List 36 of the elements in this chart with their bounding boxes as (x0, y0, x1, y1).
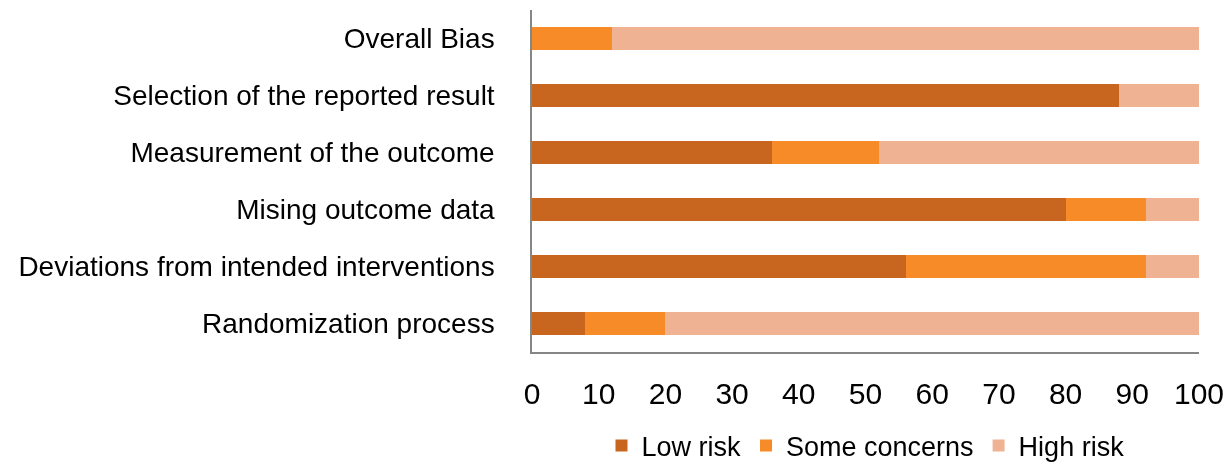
legend-label: Low risk (641, 432, 742, 463)
x-tick-label: 40 (782, 376, 816, 410)
bar (612, 27, 1199, 50)
bar (532, 27, 613, 50)
x-tick-label: 30 (715, 376, 749, 410)
bar (532, 141, 773, 164)
x-tick-label: 0 (523, 376, 541, 410)
x-tick-label: 60 (915, 376, 949, 410)
x-tick-label: 50 (848, 376, 883, 410)
bar (1118, 84, 1199, 107)
bar (1145, 198, 1199, 221)
y-tick-label: Selection of the reported result (113, 80, 495, 112)
bar (1145, 255, 1199, 278)
legend-label: Some concerns (786, 432, 974, 463)
bar (585, 312, 666, 335)
bar (905, 255, 1146, 278)
y-tick-label: Randomization process (202, 308, 495, 340)
bar (532, 255, 906, 278)
bar (878, 141, 1199, 164)
y-tick-label: Overall Bias (343, 23, 495, 55)
bar (532, 312, 586, 335)
bar (532, 84, 1119, 107)
legend-label: High risk (1018, 432, 1125, 463)
x-tick-label: 80 (1048, 376, 1083, 410)
x-tick-label: 90 (1115, 376, 1149, 410)
bar (532, 198, 1066, 221)
bar (1065, 198, 1146, 221)
x-tick-label: 20 (648, 376, 683, 410)
y-tick-label: Measurement of the outcome (130, 137, 495, 169)
x-tick-label: 70 (982, 376, 1016, 410)
y-tick-label: Mising outcome data (236, 194, 496, 226)
x-tick-label: 10 (582, 376, 616, 410)
bar (665, 312, 1199, 335)
y-tick-label: Deviations from intended interventions (18, 251, 495, 283)
x-tick-label: 100 (1173, 376, 1225, 410)
bar (772, 141, 879, 164)
